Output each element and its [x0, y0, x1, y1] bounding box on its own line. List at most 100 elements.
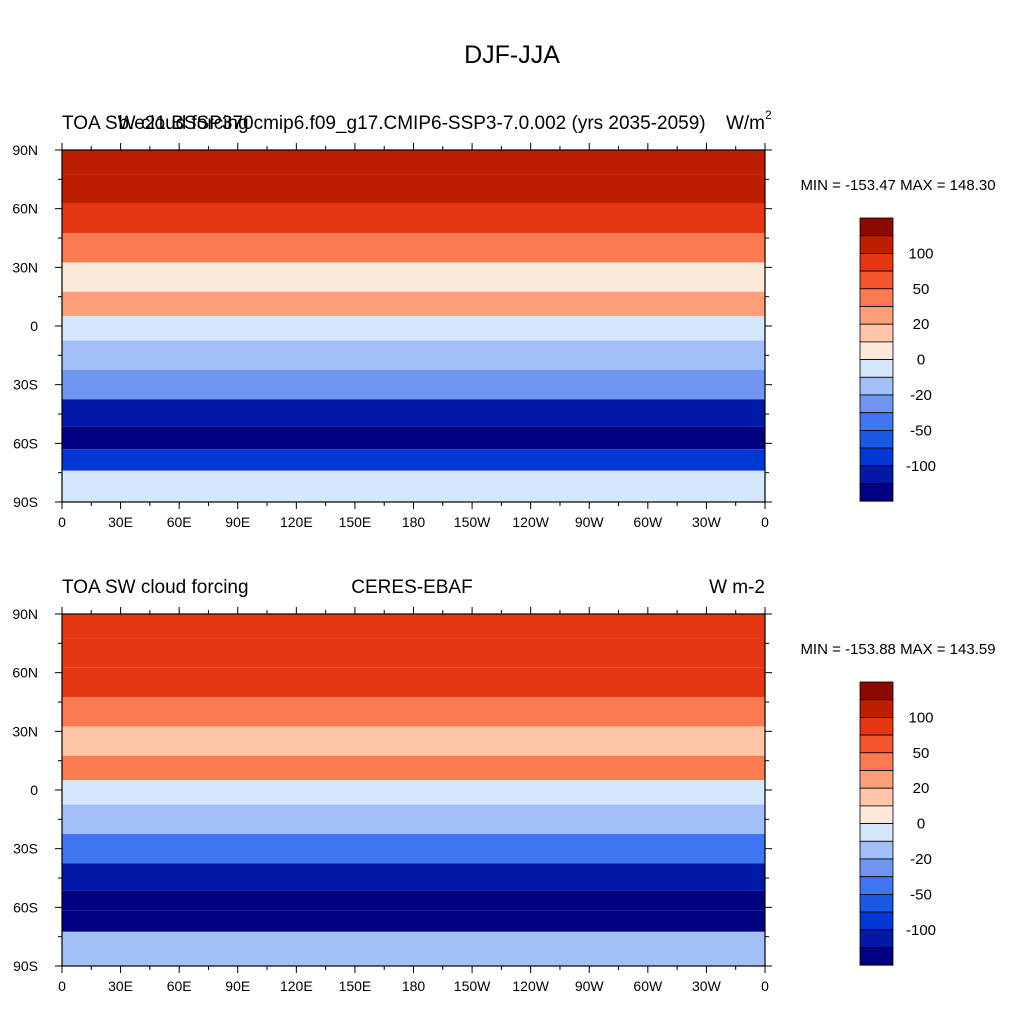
colorbar-label: -20 [910, 851, 932, 868]
zonal-band [62, 863, 765, 891]
x-tick-label: 90E [225, 978, 250, 994]
colorbar-label: 100 [908, 245, 933, 262]
y-tick-label: 0 [30, 782, 38, 798]
x-tick-label: 0 [58, 514, 66, 530]
panel-center-title: CERES-EBAF [351, 577, 472, 598]
y-tick-label: 0 [30, 318, 38, 334]
colorbar-swatch [859, 412, 894, 431]
panel-left-title: TOA SW cloud forcing [62, 577, 249, 598]
zonal-band [62, 291, 765, 317]
field [62, 150, 765, 502]
zonal-band [62, 726, 765, 756]
x-tick-label: 30W [692, 514, 722, 530]
zonal-band [62, 834, 765, 864]
colorbar-label: 50 [913, 745, 930, 762]
zonal-band [62, 262, 765, 292]
y-tick-label: 60N [12, 665, 38, 681]
colorbar-swatch [859, 681, 894, 701]
colorbar-label: -50 [910, 886, 932, 903]
panel-left-title: TOA SW cloud forcing [62, 113, 249, 134]
zonal-band [62, 203, 765, 234]
colorbar-swatch [859, 805, 894, 825]
colorbar-swatch [859, 823, 894, 842]
y-tick-label: 30N [12, 723, 38, 739]
zonal-band [62, 890, 765, 911]
zonal-band [62, 638, 765, 668]
colorbar: 100 50 20 0 -20 -50 -100 [859, 681, 936, 966]
x-tick-label: 120E [280, 514, 313, 530]
panel-center-title: b.e21.BSSP370cmip6.f09_g17.CMIP6-SSP3-7.… [118, 113, 705, 134]
colorbar-swatch [859, 288, 894, 307]
x-tick-label: 150E [339, 978, 372, 994]
x-tick-label: 30E [108, 978, 133, 994]
colorbar-swatch [859, 752, 894, 771]
zonal-band [62, 449, 765, 471]
colorbar-swatch [859, 734, 894, 754]
colorbar-swatch [859, 929, 894, 948]
zonal-band [62, 470, 765, 502]
x-tick-label: 150W [454, 978, 491, 994]
colorbar-swatch [859, 359, 894, 378]
colorbar-label: 0 [917, 352, 925, 369]
colorbar-label: -20 [910, 387, 932, 404]
field [62, 614, 765, 966]
x-tick-label: 120W [512, 514, 549, 530]
x-tick-label: 90W [575, 514, 605, 530]
zonal-band [62, 316, 765, 341]
zonal-band [62, 426, 765, 450]
zonal-band [62, 910, 765, 932]
x-tick-label: 150W [454, 514, 491, 530]
colorbar-swatch [859, 306, 894, 325]
x-tick-label: 90E [225, 514, 250, 530]
colorbar-swatch [859, 876, 894, 895]
colorbar: 100 50 20 0 -20 -50 -100 [859, 217, 936, 502]
colorbar-label: 20 [913, 316, 930, 333]
y-tick-label: 60N [12, 201, 38, 217]
colorbar-label: 20 [913, 780, 930, 797]
panel-units: W/m [726, 113, 765, 134]
zonal-band [62, 174, 765, 204]
colorbar-swatch [859, 252, 894, 272]
x-tick-label: 120E [280, 978, 313, 994]
colorbar-label: -100 [906, 922, 936, 939]
zonal-band [62, 370, 765, 400]
x-tick-label: 60W [633, 514, 663, 530]
zonal-band [62, 804, 765, 834]
colorbar-swatch [859, 217, 894, 237]
main-title: DJF-JJA [464, 41, 560, 69]
colorbar-swatch [859, 947, 894, 966]
zonal-band [62, 340, 765, 370]
y-tick-label: 60S [13, 435, 38, 451]
zonal-band [62, 931, 765, 966]
y-tick-label: 60S [13, 899, 38, 915]
panels: 0 30E 60E 90E 120E 150E 180 150W 120W 90W 60W 30W 0 9… [12, 108, 995, 994]
minmax-label: MIN = -153.47 MAX = 148.30 [800, 177, 995, 194]
colorbar-swatch [859, 699, 894, 718]
panel-units: W m-2 [709, 577, 765, 598]
colorbar-swatch [859, 235, 894, 254]
panel-units-superscript: 2 [765, 108, 772, 122]
colorbar-swatch [859, 894, 894, 913]
x-tick-label: 150E [339, 514, 372, 530]
colorbar-swatch [859, 465, 894, 484]
colorbar-swatch [859, 840, 894, 860]
y-tick-label: 30S [13, 841, 38, 857]
colorbar-swatch [859, 394, 894, 414]
x-tick-label: 0 [761, 978, 769, 994]
x-tick-label: 180 [402, 978, 426, 994]
colorbar-swatch [859, 429, 894, 449]
x-tick-label: 60E [167, 978, 192, 994]
zonal-band [62, 755, 765, 781]
colorbar-swatch [859, 376, 894, 396]
y-tick-label: 30S [13, 377, 38, 393]
colorbar-swatch [859, 787, 894, 807]
minmax-label: MIN = -153.88 MAX = 143.59 [800, 641, 995, 658]
zonal-band [62, 667, 765, 698]
y-tick-label: 30N [12, 259, 38, 275]
colorbar-swatch [859, 447, 894, 467]
y-tick-label: 90S [13, 494, 38, 510]
colorbar-swatch [859, 717, 894, 736]
x-tick-label: 120W [512, 978, 549, 994]
